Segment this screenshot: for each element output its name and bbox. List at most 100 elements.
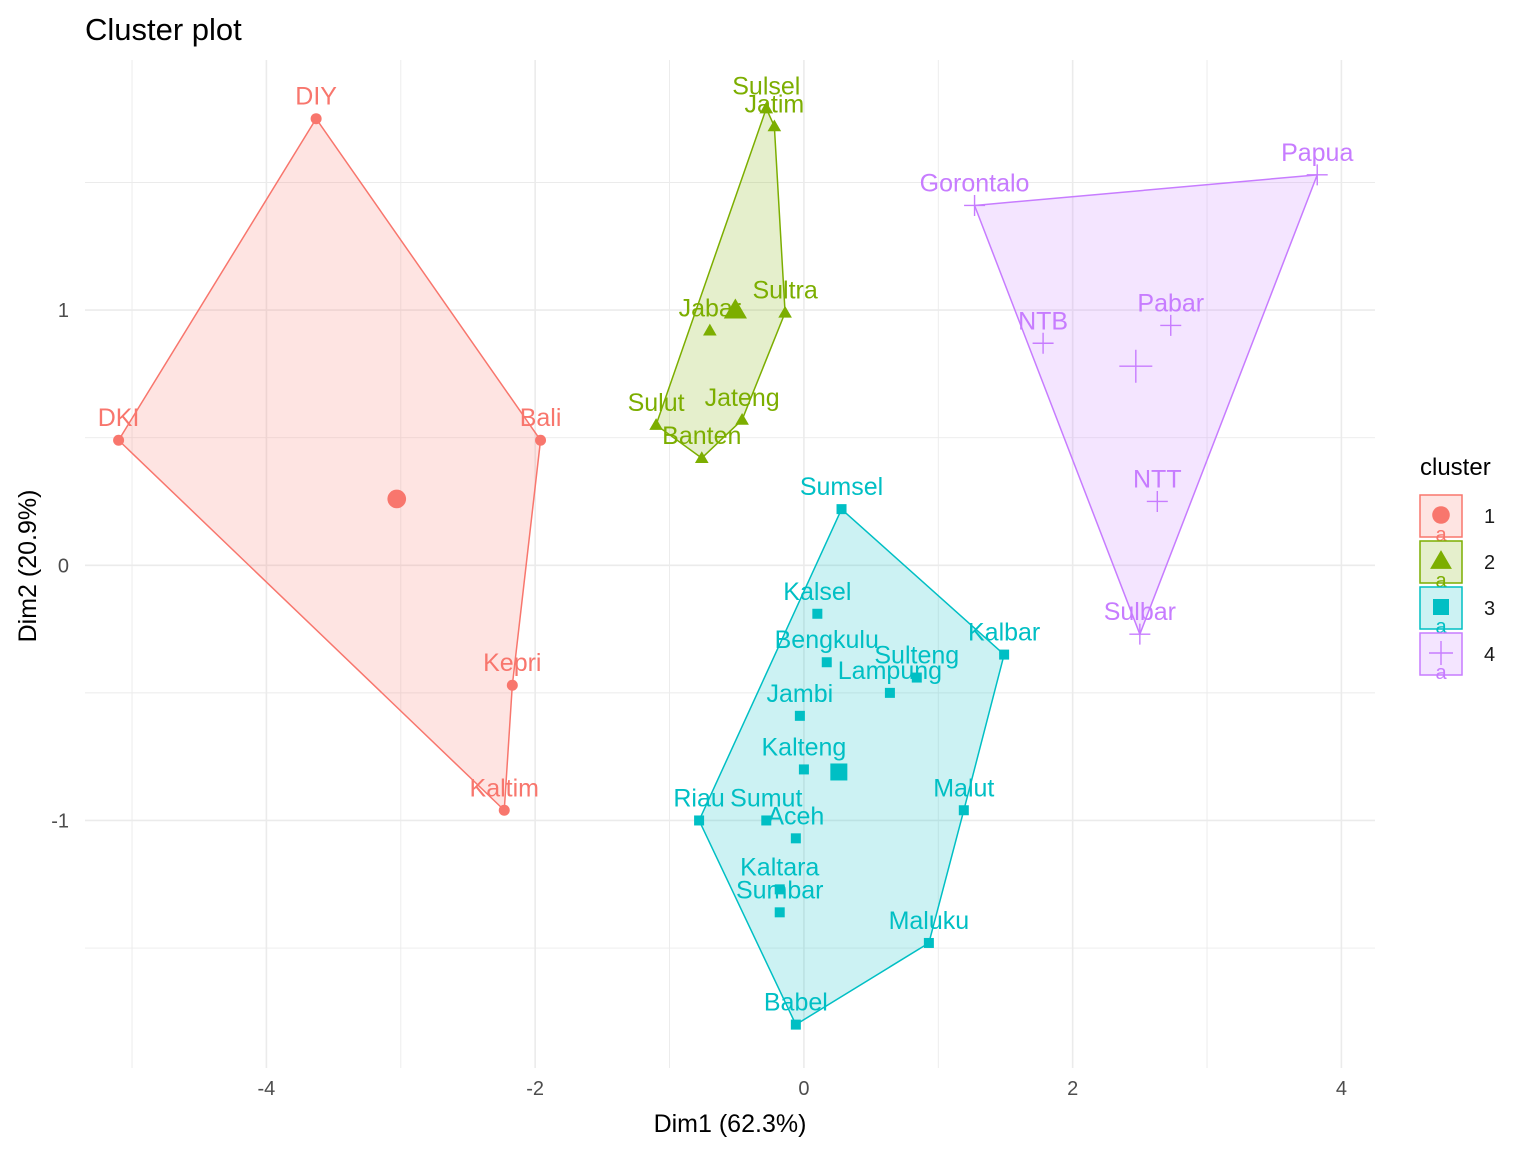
chart-title: Cluster plot <box>85 12 242 47</box>
point-label-sulsel: Sulsel <box>732 72 800 100</box>
legend-marker-4 <box>1429 641 1453 665</box>
point-sulut <box>649 418 663 430</box>
point-maluku <box>923 937 934 948</box>
point-pabar <box>1160 314 1182 336</box>
point-label-jambi: Jambi <box>767 680 834 708</box>
point-kepri <box>506 679 518 691</box>
legend-title: cluster <box>1420 454 1491 481</box>
legend-marker-3 <box>1433 599 1449 615</box>
legend-marker-1 <box>1432 506 1450 524</box>
centroid-cluster-1 <box>387 489 407 509</box>
point-babel <box>790 1019 801 1030</box>
point-label-papua: Papua <box>1281 139 1353 167</box>
point-label-malut: Malut <box>933 774 994 802</box>
point-aceh <box>790 833 801 844</box>
point-label-kalsel: Kalsel <box>783 578 851 606</box>
point-sultra <box>778 305 792 318</box>
legend-label-1: 1 <box>1484 506 1495 528</box>
point-jatim <box>767 119 782 132</box>
y-axis-title: Dim2 (20.9%) <box>14 490 42 643</box>
point-label-kaltara: Kaltara <box>740 853 819 881</box>
point-bali <box>535 434 547 446</box>
point-kaltara <box>774 884 785 895</box>
point-label-diy: DIY <box>295 83 337 111</box>
y-tick-label: 0 <box>58 555 69 577</box>
cluster-hulls <box>117 107 1318 1026</box>
point-label-pabar: Pabar <box>1137 289 1204 317</box>
data-points <box>113 101 1328 1030</box>
x-tick-label: -4 <box>258 1078 276 1100</box>
point-jambi <box>794 710 805 721</box>
point-label-jateng: Jateng <box>705 384 780 412</box>
point-label-lampung: Lampung <box>838 657 942 685</box>
cluster-centroids <box>387 298 1153 781</box>
centroid-cluster-2 <box>723 298 747 319</box>
legend-marker-2 <box>1430 550 1452 569</box>
axis-ticks: -4 -2 0 2 4 -1 0 1 <box>51 300 1347 1100</box>
x-tick-label: 4 <box>1336 1078 1347 1100</box>
point-jateng <box>735 412 749 425</box>
legend-text-key-4: a <box>1435 662 1447 684</box>
hull-cluster-3 <box>698 508 1005 1026</box>
point-ntb <box>1032 332 1054 354</box>
point-label-sulteng: Sulteng <box>874 642 959 670</box>
centroid-cluster-3 <box>830 763 848 781</box>
point-label-kalbar: Kalbar <box>968 619 1040 647</box>
centroid-cluster-4 <box>1119 349 1153 383</box>
point-label-bengkulu: Bengkulu <box>775 626 879 654</box>
point-lampung <box>884 687 895 698</box>
point-label-dki: DKI <box>98 404 140 432</box>
x-tick-label: 0 <box>798 1078 809 1100</box>
legend-label-3: 3 <box>1484 598 1495 620</box>
point-papua <box>1306 164 1328 186</box>
point-label-sumut: Sumut <box>730 784 802 812</box>
point-diy <box>310 113 322 125</box>
point-label-kalteng: Kalteng <box>762 733 847 761</box>
point-label-sumbar: Sumbar <box>736 876 824 904</box>
y-tick-label: 1 <box>58 300 69 322</box>
hull-cluster-4 <box>973 174 1318 635</box>
point-label-maluku: Maluku <box>889 907 970 935</box>
point-kalbar <box>999 649 1010 660</box>
legend-label-4: 4 <box>1484 644 1495 666</box>
point-malut <box>958 805 969 816</box>
x-tick-label: -2 <box>526 1078 544 1100</box>
y-tick-label: -1 <box>51 810 69 832</box>
point-label-sumsel: Sumsel <box>800 473 883 501</box>
point-label-banten: Banten <box>662 422 741 450</box>
point-label-gorontalo: Gorontalo <box>920 169 1030 197</box>
x-axis-title: Dim1 (62.3%) <box>654 1110 807 1138</box>
point-banten <box>694 451 709 464</box>
point-gorontalo <box>964 194 986 216</box>
point-sumut <box>761 815 772 826</box>
point-kaltim <box>498 804 510 816</box>
x-tick-label: 2 <box>1067 1078 1078 1100</box>
point-sulsel <box>759 101 774 114</box>
point-kalteng <box>798 764 809 775</box>
point-label-riau: Riau <box>673 784 724 812</box>
point-label-bali: Bali <box>520 404 562 432</box>
point-label-aceh: Aceh <box>767 802 824 830</box>
point-sulteng <box>911 672 922 683</box>
hull-cluster-1 <box>117 117 542 812</box>
point-label-kepri: Kepri <box>483 649 541 677</box>
point-jabar <box>703 323 717 336</box>
point-label-jabar: Jabar <box>679 295 742 323</box>
point-label-sulut: Sulut <box>628 389 685 417</box>
point-label-sultra: Sultra <box>752 277 817 305</box>
point-sumsel <box>836 504 847 515</box>
point-dki <box>113 434 125 446</box>
point-label-jatim: Jatim <box>744 90 804 118</box>
point-sulbar <box>1129 623 1151 645</box>
point-ntt <box>1146 490 1168 512</box>
point-label-ntb: NTB <box>1018 307 1068 335</box>
point-label-sulbar: Sulbar <box>1104 598 1176 626</box>
point-riau <box>694 815 705 826</box>
point-label-babel: Babel <box>764 989 828 1017</box>
legend-label-2: 2 <box>1484 552 1495 574</box>
point-label-kaltim: Kaltim <box>470 774 539 802</box>
point-label-ntt: NTT <box>1133 465 1182 493</box>
point-sumbar <box>774 907 785 918</box>
